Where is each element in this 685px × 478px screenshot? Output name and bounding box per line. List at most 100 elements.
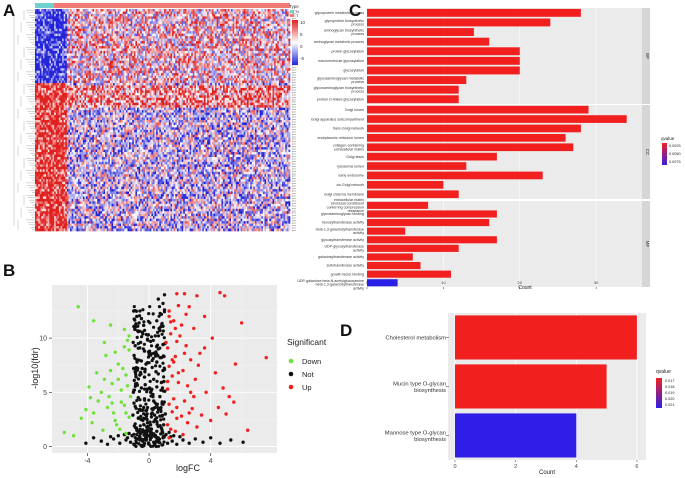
heatmap-cell bbox=[92, 18, 95, 22]
heatmap-cell bbox=[68, 73, 71, 76]
heatmap-cell bbox=[261, 48, 264, 52]
heatmap-cell bbox=[71, 9, 74, 12]
heatmap-cell bbox=[282, 46, 284, 49]
heatmap-cell bbox=[235, 21, 238, 25]
heatmap-cell bbox=[117, 26, 120, 30]
heatmap-cell bbox=[227, 55, 230, 59]
heatmap-cell bbox=[197, 16, 200, 20]
heatmap-cell bbox=[239, 63, 241, 67]
heatmap-cell bbox=[186, 63, 189, 67]
heatmap-cell bbox=[213, 9, 216, 12]
heatmap-cell bbox=[54, 28, 57, 32]
heatmap-cell bbox=[39, 13, 42, 17]
heatmap-cell bbox=[132, 9, 135, 12]
heatmap-cell bbox=[258, 63, 261, 67]
heatmap-cell bbox=[84, 23, 87, 27]
heatmap-cell bbox=[62, 65, 64, 69]
heatmap-cell bbox=[108, 58, 111, 62]
heatmap-cell bbox=[224, 41, 227, 44]
heatmap-cell bbox=[189, 60, 192, 64]
heatmap-cell bbox=[154, 48, 157, 52]
heatmap-cell bbox=[234, 68, 237, 71]
heatmap-cell bbox=[168, 58, 171, 62]
heatmap-cell bbox=[205, 46, 208, 49]
heatmap-cell bbox=[253, 11, 256, 15]
heatmap-cell bbox=[275, 60, 278, 64]
heatmap-cell bbox=[140, 48, 143, 52]
heatmap-cell bbox=[73, 63, 76, 67]
heatmap-cell bbox=[277, 68, 280, 71]
heatmap-cell bbox=[168, 63, 171, 67]
heatmap-cell bbox=[181, 28, 184, 32]
heatmap-cell bbox=[216, 23, 219, 27]
heatmap-cell bbox=[235, 50, 238, 54]
heatmap-cell bbox=[191, 58, 194, 62]
heatmap-cell bbox=[47, 58, 50, 62]
heatmap-cell bbox=[280, 65, 283, 69]
heatmap-cell bbox=[92, 31, 95, 34]
heatmap-cell bbox=[181, 13, 184, 17]
heatmap-cell bbox=[35, 43, 37, 47]
heatmap-cell bbox=[240, 41, 243, 44]
heatmap-cell bbox=[248, 46, 251, 49]
heatmap-cell bbox=[82, 13, 85, 17]
heatmap-cell bbox=[144, 26, 147, 30]
heatmap-cell bbox=[105, 41, 108, 44]
heatmap-cell bbox=[186, 26, 189, 30]
heatmap-cell bbox=[135, 16, 138, 20]
heatmap-cell bbox=[223, 23, 225, 27]
heatmap-cell bbox=[240, 21, 243, 25]
heatmap-cell bbox=[203, 55, 206, 59]
heatmap-cell bbox=[137, 65, 139, 69]
heatmap-cell bbox=[165, 65, 168, 69]
heatmap-cell bbox=[194, 63, 197, 67]
heatmap-cell bbox=[267, 16, 270, 20]
heatmap-cell bbox=[89, 26, 92, 30]
heatmap-cell bbox=[52, 68, 55, 71]
heatmap-cell bbox=[60, 73, 63, 76]
heatmap-cell bbox=[62, 53, 64, 57]
heatmap-cell bbox=[149, 55, 152, 59]
heatmap-cell bbox=[239, 9, 241, 12]
heatmap-cell bbox=[103, 53, 106, 57]
heatmap-cell bbox=[154, 11, 157, 15]
heatmap-cell bbox=[197, 63, 200, 67]
heatmap-cell bbox=[234, 28, 237, 32]
heatmap-cell bbox=[117, 41, 120, 44]
heatmap-cell bbox=[44, 11, 47, 15]
heatmap-cell bbox=[79, 68, 82, 71]
heatmap-cell bbox=[288, 58, 291, 62]
heatmap-cell bbox=[261, 55, 264, 59]
heatmap-cell bbox=[108, 18, 111, 22]
heatmap-cell bbox=[176, 9, 179, 12]
heatmap-cell bbox=[105, 31, 108, 34]
heatmap-cell bbox=[173, 41, 176, 44]
heatmap-cell bbox=[101, 46, 104, 49]
heatmap-cell bbox=[44, 23, 47, 27]
heatmap-cell bbox=[219, 16, 222, 20]
heatmap-cell bbox=[165, 18, 168, 22]
heatmap-cell bbox=[232, 28, 235, 32]
heatmap-cell bbox=[101, 28, 104, 32]
heatmap-cell bbox=[165, 70, 168, 74]
heatmap-cell bbox=[239, 31, 241, 34]
heatmap-cell bbox=[74, 38, 77, 42]
heatmap-cell bbox=[144, 58, 147, 62]
heatmap-cell bbox=[188, 23, 190, 27]
heatmap-cell bbox=[42, 33, 45, 37]
heatmap-cell bbox=[164, 28, 166, 32]
heatmap-cell bbox=[97, 18, 100, 22]
heatmap-cell bbox=[275, 50, 278, 54]
heatmap-cell bbox=[223, 65, 225, 69]
heatmap-cell bbox=[129, 38, 131, 42]
heatmap-cell bbox=[79, 55, 82, 59]
heatmap-cell bbox=[157, 70, 160, 74]
heatmap-cell bbox=[285, 28, 288, 32]
heatmap-cell bbox=[282, 18, 284, 22]
heatmap-cell bbox=[65, 28, 68, 32]
heatmap-cell bbox=[38, 48, 41, 52]
heatmap-cell bbox=[111, 43, 114, 47]
heatmap-cell bbox=[52, 70, 55, 74]
heatmap-cell bbox=[285, 48, 288, 52]
heatmap-cell bbox=[184, 48, 187, 52]
